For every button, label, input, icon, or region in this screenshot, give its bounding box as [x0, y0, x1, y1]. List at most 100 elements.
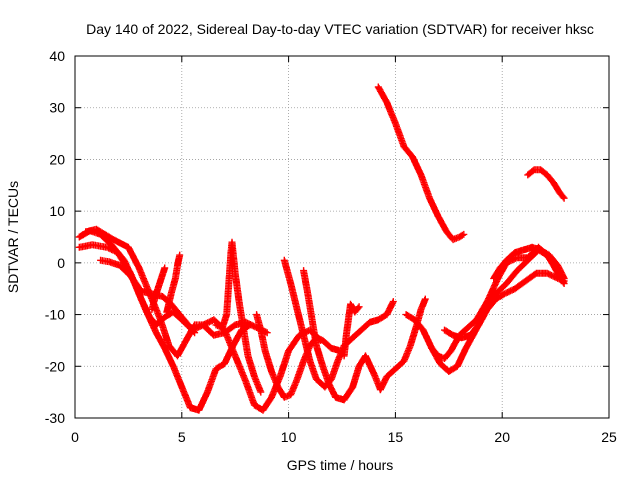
- data-point: [296, 308, 298, 310]
- data-point: [330, 347, 332, 349]
- data-point: [546, 272, 548, 274]
- x-tick-label: 0: [71, 429, 79, 445]
- data-point: [360, 329, 362, 331]
- data-point: [296, 378, 298, 380]
- data-point: [499, 267, 501, 269]
- data-point: [231, 241, 233, 243]
- y-tick-label: -20: [45, 358, 65, 374]
- data-point: [170, 293, 172, 295]
- data-point: [343, 399, 345, 401]
- data-point: [452, 334, 454, 336]
- data-point: [155, 324, 157, 326]
- data-point: [386, 101, 388, 104]
- data-point: [403, 360, 405, 362]
- data-point: [394, 368, 396, 370]
- data-point: [311, 319, 313, 321]
- data-point: [469, 334, 471, 336]
- y-axis-title: SDTVAR / TECUs: [5, 181, 21, 293]
- data-point: [420, 308, 422, 310]
- data-point: [238, 303, 241, 305]
- data-point: [226, 314, 228, 316]
- data-point: [185, 339, 187, 341]
- data-point: [260, 391, 262, 393]
- data-point: [354, 311, 356, 313]
- data-point: [223, 363, 226, 365]
- data-point: [486, 301, 488, 303]
- series-arc-i: [280, 256, 397, 391]
- data-point: [159, 319, 161, 321]
- data-point: [112, 239, 114, 241]
- data-point: [414, 319, 416, 321]
- y-tick-label: 0: [57, 255, 65, 271]
- data-point: [174, 277, 176, 279]
- data-point: [172, 311, 174, 313]
- data-point: [162, 295, 164, 298]
- data-point: [328, 383, 330, 385]
- series-arc-q: [490, 243, 568, 282]
- data-point: [559, 192, 561, 194]
- data-point: [253, 404, 255, 406]
- data-point: [262, 409, 264, 411]
- data-point: [527, 174, 529, 176]
- data-point: [168, 345, 170, 347]
- series-markers: [300, 267, 384, 404]
- data-point: [234, 272, 236, 274]
- data-point: [298, 334, 300, 336]
- data-point: [307, 293, 309, 295]
- data-point: [179, 314, 181, 316]
- data-point: [379, 389, 381, 391]
- data-point: [495, 293, 497, 295]
- data-point: [95, 228, 97, 230]
- gridlines: [75, 56, 609, 418]
- data-point: [151, 293, 153, 295]
- data-point: [172, 365, 174, 367]
- data-point: [270, 370, 273, 373]
- data-point: [373, 373, 375, 375]
- x-tick-label: 10: [281, 429, 297, 445]
- data-point: [202, 324, 204, 326]
- data-point: [256, 314, 258, 316]
- data-point: [409, 345, 411, 347]
- data-point: [119, 264, 121, 266]
- data-point: [194, 332, 196, 334]
- data-point: [523, 249, 525, 251]
- data-point: [127, 246, 129, 248]
- data-point: [149, 316, 151, 318]
- data-point: [358, 365, 360, 367]
- data-point: [290, 282, 292, 285]
- data-point: [446, 231, 448, 233]
- data-point: [155, 332, 157, 334]
- data-point: [290, 394, 292, 396]
- data-point: [478, 324, 480, 326]
- data-point: [422, 329, 424, 331]
- data-point: [463, 233, 465, 235]
- series-arc-r: [524, 166, 568, 202]
- series-spike-e: [148, 264, 169, 313]
- data-point: [303, 360, 305, 362]
- data-point: [155, 293, 157, 295]
- tick-labels: 0 5 10 15 20 25 -30 -20 -10 0 10 20 30 40: [45, 48, 617, 445]
- data-point: [424, 298, 426, 300]
- data-point: [140, 298, 142, 300]
- data-point: [198, 409, 200, 411]
- data-point: [166, 311, 168, 313]
- data-point: [364, 355, 367, 357]
- data-point: [486, 308, 488, 310]
- data-point: [548, 254, 550, 256]
- data-point: [140, 290, 142, 292]
- data-point: [516, 270, 518, 272]
- data-point: [283, 259, 285, 261]
- data-point: [253, 376, 255, 378]
- data-point: [164, 347, 166, 349]
- data-point: [467, 326, 469, 329]
- data-point: [369, 321, 371, 323]
- data-point: [279, 376, 281, 378]
- data-point: [495, 298, 497, 300]
- data-point: [443, 329, 446, 331]
- data-point: [176, 264, 179, 266]
- x-tick-label: 25: [601, 429, 617, 445]
- chart-title: Day 140 of 2022, Sidereal Day-to-day VTE…: [86, 21, 594, 37]
- data-point: [439, 363, 441, 365]
- data-point: [476, 319, 478, 321]
- data-point: [179, 254, 181, 256]
